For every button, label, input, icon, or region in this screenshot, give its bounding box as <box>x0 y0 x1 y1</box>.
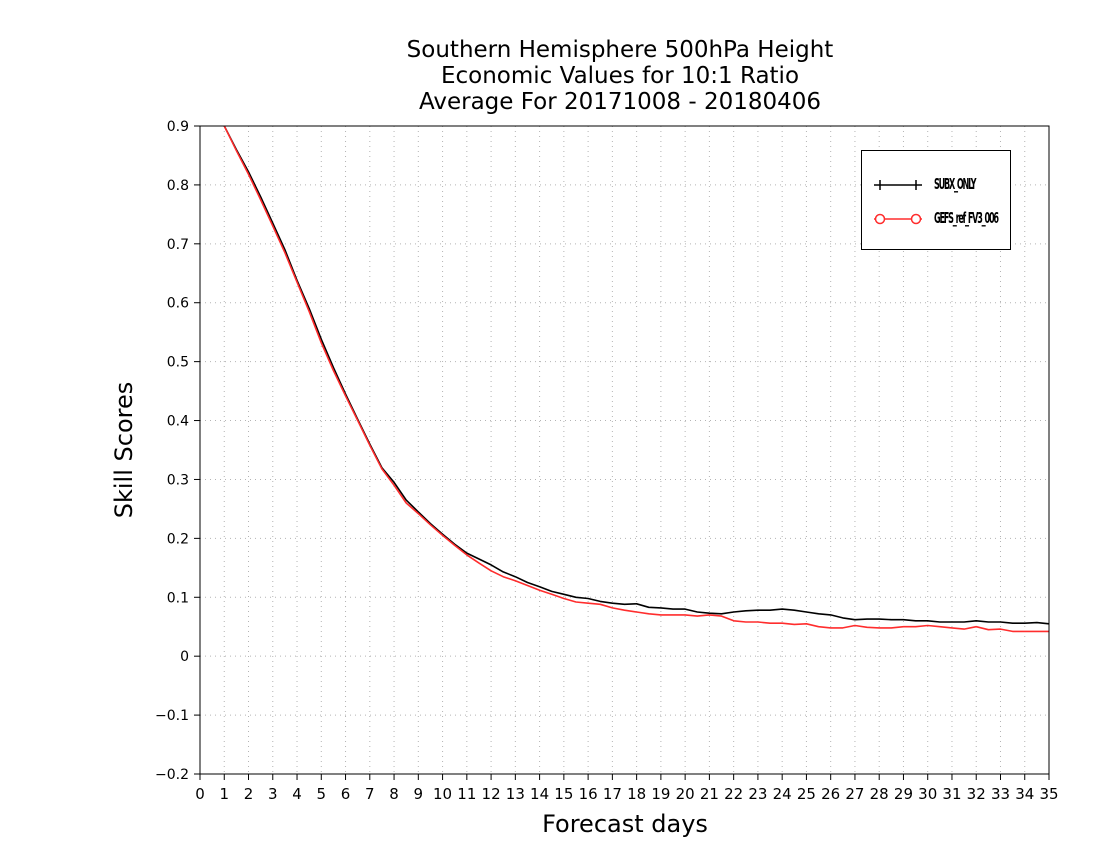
x-tick-label: 5 <box>317 785 327 803</box>
x-tick-label: 34 <box>1015 785 1034 803</box>
x-tick-label: 11 <box>457 785 476 803</box>
series-layer <box>223 125 1050 633</box>
y-tick-label: 0.1 <box>167 590 189 606</box>
x-tick-label: 24 <box>773 785 792 803</box>
x-tick-label: 2 <box>244 785 254 803</box>
x-tick-label: 28 <box>870 785 889 803</box>
x-tick-label: 4 <box>292 785 302 803</box>
plus-marker-icon <box>874 180 922 190</box>
y-tick-label: 0 <box>180 649 189 665</box>
x-tick-label: 15 <box>554 785 573 803</box>
x-tick-label: 19 <box>651 785 670 803</box>
y-axis-label: Skill Scores <box>110 381 138 519</box>
x-tick-label: 9 <box>414 785 424 803</box>
y-tick-label: 0.5 <box>167 355 189 371</box>
x-tick-label: 21 <box>700 785 719 803</box>
y-tick-label: 0.8 <box>167 178 189 194</box>
y-tick-label: −0.2 <box>155 767 189 783</box>
x-tick-label: 22 <box>724 785 743 803</box>
x-tick-label: 27 <box>845 785 864 803</box>
x-tick-label: 16 <box>579 785 598 803</box>
axis-ticks: −0.2−0.100.10.20.30.40.50.60.70.80.90 1 2 3… <box>155 119 1059 803</box>
x-tick-label: 7 <box>365 785 375 803</box>
y-tick-label: 0.2 <box>167 531 189 547</box>
x-tick-label: 17 <box>603 785 622 803</box>
y-tick-label: −0.1 <box>155 708 189 724</box>
y-tick-label: 0.6 <box>167 296 189 312</box>
grid-lines <box>200 126 1049 774</box>
plot-frame <box>199 125 1050 775</box>
series-line-gefs <box>223 125 1049 633</box>
x-tick-label: 18 <box>627 785 646 803</box>
x-tick-label: 30 <box>918 785 937 803</box>
x-tick-label: 26 <box>821 785 840 803</box>
circle-marker-icon <box>874 213 922 225</box>
x-tick-label: 10 <box>433 785 452 803</box>
x-tick-label: 3 <box>268 785 278 803</box>
x-tick-label: 33 <box>991 785 1010 803</box>
chart-title-line-3: Average For 20171008 - 20180406 <box>418 89 822 115</box>
x-tick-label: 31 <box>942 785 961 803</box>
x-tick-label: 20 <box>676 785 695 803</box>
y-tick-label: 0.4 <box>167 414 189 430</box>
chart-title-line-2: Economic Values for 10:1 Ratio <box>440 63 800 89</box>
x-tick-label: 0 <box>195 785 205 803</box>
x-tick-label: 25 <box>797 785 816 803</box>
x-tick-label: 6 <box>341 785 351 803</box>
x-tick-label: 12 <box>482 785 501 803</box>
x-tick-label: 14 <box>530 785 549 803</box>
y-tick-label: 0.9 <box>167 119 189 135</box>
x-tick-label: 32 <box>967 785 986 803</box>
x-tick-label: 23 <box>748 785 767 803</box>
legend-label-subx: SUBX_ONLY <box>934 175 977 193</box>
x-tick-label: 29 <box>894 785 913 803</box>
y-tick-label: 0.3 <box>167 472 189 488</box>
x-tick-label: 35 <box>1039 785 1058 803</box>
x-tick-label: 13 <box>506 785 525 803</box>
chart-title-line-1: Southern Hemisphere 500hPa Height <box>406 37 834 63</box>
x-axis-label: Forecast days <box>542 810 708 838</box>
legend: SUBX_ONLY GEFS_ref_FV3_006 <box>861 150 1011 250</box>
x-tick-label: 1 <box>219 785 229 803</box>
x-tick-label: 8 <box>389 785 399 803</box>
legend-label-gefs: GEFS_ref_FV3_006 <box>934 209 999 227</box>
y-tick-label: 0.7 <box>167 237 189 253</box>
